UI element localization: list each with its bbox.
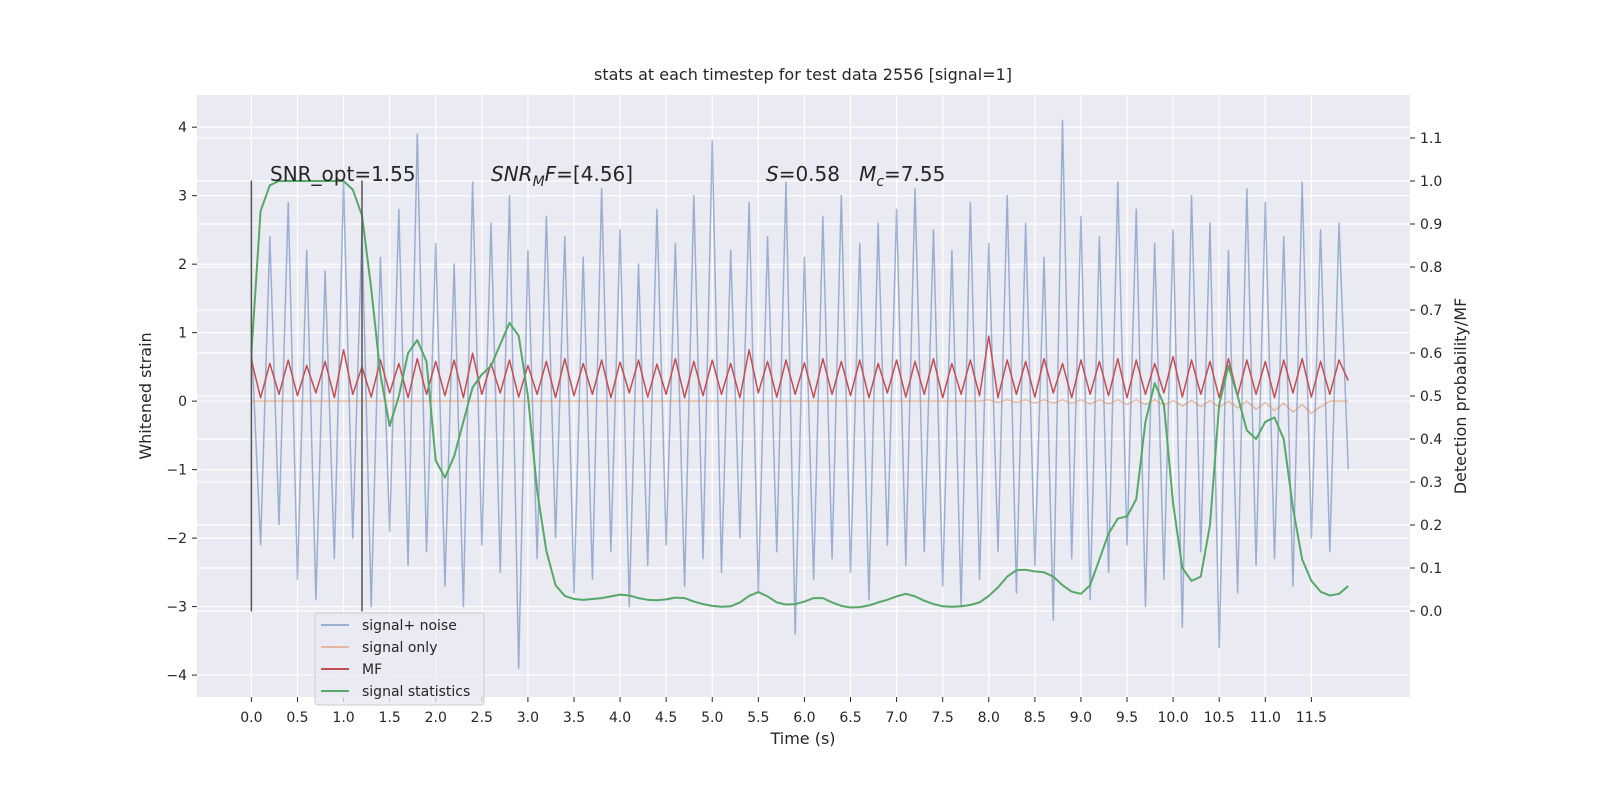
annotation-part: F	[545, 162, 557, 186]
ticks: 0.0 0.5 1.0 1.5 2.0 2.5 3.0 3.5 4.0 4.5 5.0 5.5 6.0 6…	[166, 120, 1442, 726]
y2-tick-label: 0.2	[1420, 518, 1442, 534]
y-tick-label: −1	[166, 463, 187, 479]
y2-tick-label: 1.0	[1420, 174, 1442, 190]
marks	[250, 119, 1349, 669]
x-tick-label: 11.0	[1250, 710, 1281, 726]
x-tick-label: 10.0	[1158, 710, 1189, 726]
x-axis-label: Time (s)	[769, 729, 835, 748]
x-tick-label: 0.0	[240, 710, 262, 726]
y-axis-label: Whitened strain	[136, 332, 155, 459]
series-line	[251, 399, 1349, 415]
annotation-part: M	[533, 174, 545, 190]
x-tick-label: 3.5	[563, 710, 585, 726]
y-tick-label: 2	[178, 257, 187, 273]
x-tick-label: 6.0	[793, 710, 815, 726]
x-tick-label: 1.0	[332, 710, 354, 726]
annotation-part: =[4.56]	[556, 162, 633, 186]
x-tick-label: 2.5	[471, 710, 493, 726]
y2-tick-label: 0.0	[1420, 604, 1442, 620]
y2-tick-label: 0.1	[1420, 561, 1442, 577]
x-tick-label: 4.0	[609, 710, 631, 726]
y2-tick-label: 0.6	[1420, 346, 1442, 362]
annotation-part: c	[876, 174, 884, 190]
legend-label: signal+ noise	[362, 618, 457, 634]
x-tick-label: 10.5	[1204, 710, 1235, 726]
x-tick-label: 9.5	[1116, 710, 1138, 726]
legend-label: MF	[362, 662, 382, 678]
legend-label: signal statistics	[362, 684, 470, 700]
y2-tick-label: 1.1	[1420, 131, 1442, 147]
y2-tick-label: 0.5	[1420, 389, 1442, 405]
annotation: S=0.58 Mc=7.55	[766, 162, 945, 190]
x-tick-label: 11.5	[1296, 710, 1327, 726]
x-tick-label: 8.5	[1024, 710, 1046, 726]
y-tick-label: 0	[178, 394, 187, 410]
annotation-part: M	[859, 162, 876, 186]
y-tick-label: 4	[178, 120, 187, 136]
y2-tick-label: 0.4	[1420, 432, 1442, 448]
series-line	[250, 335, 1349, 399]
x-tick-label: 7.0	[885, 710, 907, 726]
y-tick-label: 1	[178, 326, 187, 342]
y-tick-label: −2	[166, 531, 187, 547]
annotations: SNR_opt=1.55 SNRMF=[4.56] S=0.58 Mc=7.55	[270, 162, 945, 190]
x-tick-label: 5.0	[701, 710, 723, 726]
y2-axis-label: Detection probability/MF	[1451, 298, 1470, 495]
y2-tick-label: 0.9	[1420, 217, 1442, 233]
y-tick-label: −3	[166, 600, 187, 616]
annotation-part: =7.55	[884, 162, 945, 186]
x-tick-label: 0.5	[286, 710, 308, 726]
x-tick-label: 1.5	[379, 710, 401, 726]
series-line	[250, 119, 1349, 669]
chart-title: stats at each timestep for test data 255…	[594, 65, 1012, 84]
y2-tick-label: 0.8	[1420, 260, 1442, 276]
x-tick-label: 7.5	[932, 710, 954, 726]
x-tick-label: 2.0	[425, 710, 447, 726]
x-tick-label: 3.0	[517, 710, 539, 726]
x-tick-label: 4.5	[655, 710, 677, 726]
y2-tick-label: 0.3	[1420, 475, 1442, 491]
y-tick-label: −4	[166, 668, 187, 684]
legend-box	[314, 612, 485, 706]
x-tick-label: 6.5	[839, 710, 861, 726]
annotation-part: =0.58	[779, 162, 859, 186]
y-tick-label: 3	[178, 189, 187, 205]
x-tick-label: 8.0	[978, 710, 1000, 726]
legend-label: signal only	[362, 640, 437, 656]
legend: signal+ noise signal only MF signal statist…	[314, 612, 485, 706]
annotation-part: SNR	[491, 162, 533, 186]
annotation-part: S	[766, 162, 779, 186]
x-tick-label: 5.5	[747, 710, 769, 726]
annotation: SNRMF=[4.56]	[491, 162, 633, 190]
y2-tick-label: 0.7	[1420, 303, 1442, 319]
annotation-part: SNR_opt=1.55	[270, 162, 416, 186]
annotation: SNR_opt=1.55	[270, 162, 416, 186]
x-tick-label: 9.0	[1070, 710, 1092, 726]
series-line	[250, 180, 1349, 609]
